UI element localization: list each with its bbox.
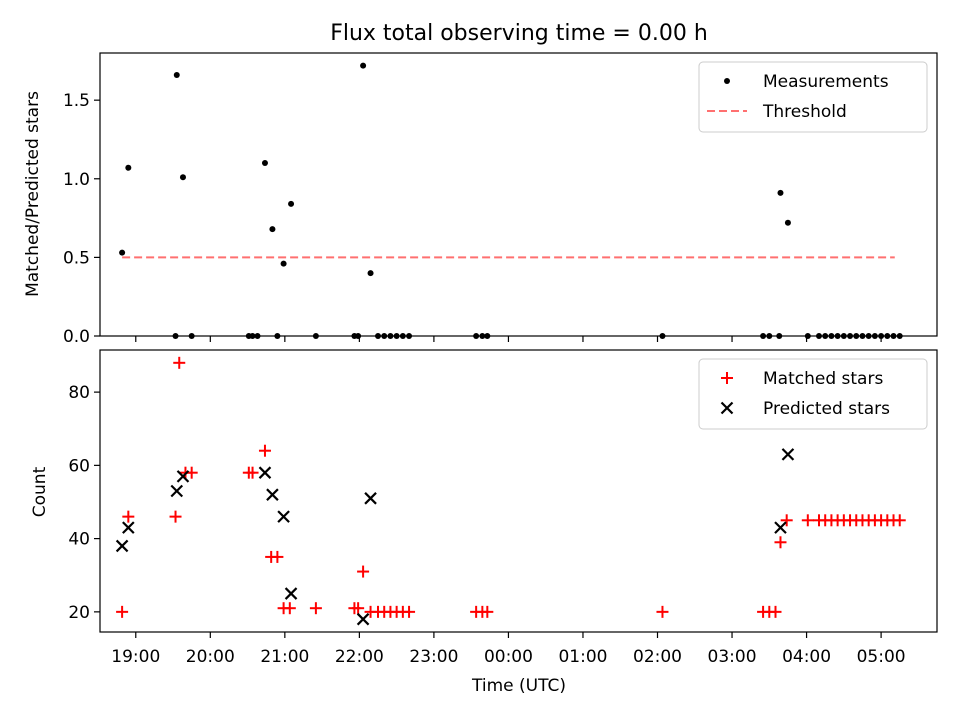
matched-star-point bbox=[893, 514, 906, 527]
predicted-star-point bbox=[176, 470, 190, 483]
y-tick-label: 0.5 bbox=[63, 248, 90, 268]
predicted-star-point bbox=[266, 488, 279, 501]
x-tick-label: 03:00 bbox=[708, 647, 757, 667]
matched-star-point bbox=[656, 605, 669, 618]
matched-star-point bbox=[403, 605, 416, 618]
y-tick-label: 1.0 bbox=[63, 170, 90, 190]
x-tick-label: 21:00 bbox=[260, 647, 309, 667]
measurement-point bbox=[367, 270, 374, 277]
measurement-point bbox=[269, 226, 276, 233]
x-tick-label: 04:00 bbox=[782, 647, 831, 667]
top-ylabel: Matched/Predicted stars bbox=[23, 91, 43, 297]
bottom-ylabel: Count bbox=[30, 466, 50, 517]
plot-layer: 0.0 0.5 1.0 1.5 Measurements Threshold 20 40 60 8… bbox=[63, 52, 938, 667]
x-tick-label: 02:00 bbox=[633, 647, 682, 667]
matched-star-point bbox=[481, 605, 494, 618]
matched-star-point bbox=[283, 602, 296, 615]
predicted-star-b bbox=[115, 539, 129, 553]
matched-star-point bbox=[801, 514, 814, 527]
axes-frame bbox=[99, 349, 938, 633]
legend-label: Measurements bbox=[763, 72, 889, 92]
predicted-star-point bbox=[122, 521, 135, 534]
matched-star-point bbox=[116, 605, 129, 618]
predicted-star-b bbox=[356, 612, 370, 626]
bottom-xlabel: Time (UTC) bbox=[471, 676, 566, 696]
axes-frame bbox=[99, 52, 938, 337]
matched-star-point bbox=[169, 510, 182, 523]
measurement-point bbox=[119, 249, 126, 256]
legend-marker-x-b bbox=[720, 401, 734, 415]
predicted-star-b bbox=[266, 488, 279, 501]
matched-star-point bbox=[357, 565, 370, 578]
y-tick-label: 40 bbox=[68, 530, 90, 550]
legend-box bbox=[698, 358, 928, 430]
matched-star-point bbox=[352, 602, 365, 615]
measurement-point bbox=[179, 174, 186, 181]
legend-label: Predicted stars bbox=[763, 399, 890, 419]
predicted-star-b bbox=[781, 448, 795, 461]
matched-star-point bbox=[774, 536, 787, 549]
y-tick-label: 80 bbox=[68, 383, 90, 403]
measurement-point bbox=[280, 260, 287, 267]
y-tick-label: 1.5 bbox=[63, 91, 90, 111]
measurement-point bbox=[784, 219, 791, 226]
predicted-star-point bbox=[258, 466, 272, 479]
predicted-star-point bbox=[170, 484, 184, 498]
predicted-star-point bbox=[781, 448, 795, 461]
predicted-star-b bbox=[258, 466, 272, 479]
measurement-point bbox=[173, 72, 180, 79]
predicted-star-point bbox=[277, 510, 290, 523]
predicted-star-b bbox=[122, 521, 135, 534]
predicted-star-point bbox=[115, 539, 129, 553]
predicted-star-point bbox=[774, 521, 787, 534]
matched-star-point bbox=[780, 514, 793, 527]
matched-star-point bbox=[271, 550, 284, 563]
x-tick-label: 01:00 bbox=[558, 647, 607, 667]
predicted-star-point bbox=[284, 587, 298, 600]
matched-star-point bbox=[309, 602, 322, 615]
matched-star-point bbox=[173, 356, 186, 369]
matched-star-point bbox=[769, 605, 782, 618]
y-tick-label: 0.0 bbox=[63, 327, 90, 347]
predicted-star-b bbox=[170, 484, 184, 498]
predicted-star-point bbox=[364, 492, 377, 505]
predicted-star-point bbox=[356, 612, 370, 626]
chart-title: Flux total observing time = 0.00 h bbox=[330, 21, 708, 46]
matched-star-point bbox=[122, 510, 135, 523]
predicted-star-b bbox=[774, 521, 787, 534]
legend-label: Matched stars bbox=[763, 369, 883, 389]
legend-label: Threshold bbox=[762, 102, 847, 122]
measurement-point bbox=[777, 189, 784, 196]
measurement-point bbox=[261, 160, 268, 167]
y-tick-label: 60 bbox=[68, 456, 90, 476]
measurement-point bbox=[125, 164, 132, 171]
x-tick-label: 22:00 bbox=[335, 647, 384, 667]
predicted-star-b bbox=[277, 510, 290, 523]
y-tick-label: 20 bbox=[68, 603, 90, 623]
measurement-point bbox=[288, 200, 295, 207]
x-tick-label: 23:00 bbox=[409, 647, 458, 667]
matched-star-point bbox=[258, 444, 271, 457]
x-tick-label: 05:00 bbox=[857, 647, 906, 667]
predicted-star-b bbox=[284, 587, 298, 600]
matched-star-point bbox=[246, 466, 259, 479]
x-tick-label: 00:00 bbox=[484, 647, 533, 667]
legend-marker-dot bbox=[724, 78, 730, 84]
predicted-star-b bbox=[364, 492, 377, 505]
measurement-point bbox=[360, 62, 367, 69]
predicted-star-b bbox=[176, 470, 190, 483]
legend-box bbox=[698, 61, 928, 133]
x-tick-label: 20:00 bbox=[186, 647, 235, 667]
x-tick-label: 19:00 bbox=[111, 647, 160, 667]
